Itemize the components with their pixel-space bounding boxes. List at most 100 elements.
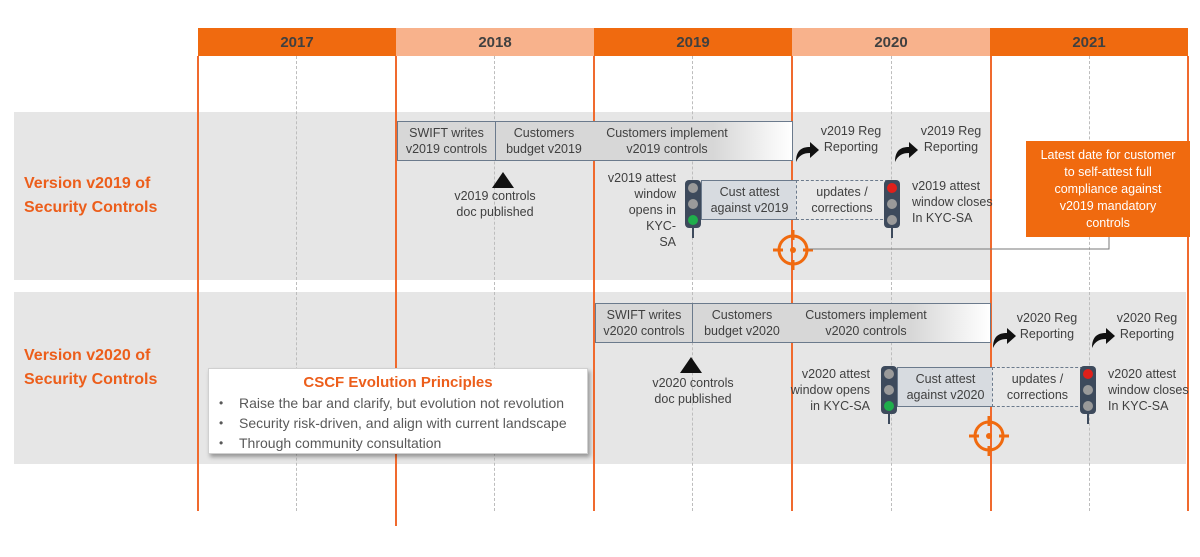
opens-text: v2020 attest xyxy=(801,367,870,381)
phase-bar-v2020: SWIFT writes v2020 controls Customers budg… xyxy=(595,303,991,343)
phase-customers-implement: Customers implement v2020 controls xyxy=(791,304,941,342)
year-2019: 2019 xyxy=(594,28,792,56)
cust-attest-cell: Cust attest against v2019 xyxy=(702,181,797,219)
year-2020: 2020 xyxy=(792,28,990,56)
year-divider xyxy=(593,56,595,511)
window-opens-label: v2019 attest window opens in KYC- SA xyxy=(596,170,676,250)
reg-reporting-label: v2019 Reg Reporting xyxy=(910,123,992,155)
principle-item: Through community consultation xyxy=(219,433,567,453)
reg-text: Reporting xyxy=(1119,327,1175,341)
phase-text: Customers implement xyxy=(606,126,728,140)
closes-text: v2020 attest xyxy=(1108,367,1177,381)
deadline-text: compliance against xyxy=(1054,181,1162,196)
phase-bar-v2019: SWIFT writes v2019 controls Customers budg… xyxy=(397,121,793,161)
phase-customers-budget: Customers budget v2019 xyxy=(496,122,592,160)
traffic-light-pole xyxy=(692,228,694,238)
principle-item: Security risk-driven, and align with cur… xyxy=(219,413,567,433)
year-divider xyxy=(197,56,199,511)
opens-text: SA xyxy=(659,235,676,249)
mid-year-line xyxy=(891,56,892,511)
window-closes-label: v2020 attest window closes In KYC-SA xyxy=(1108,366,1196,414)
year-divider xyxy=(990,56,992,511)
attest-window-v2019: Cust attest against v2019 updates / correc… xyxy=(701,180,888,220)
phase-customers-budget: Customers budget v2020 xyxy=(693,304,791,342)
updates-text: corrections xyxy=(811,201,873,215)
phase-text: v2020 controls xyxy=(825,324,907,338)
doc-published-label: v2019 controls doc published xyxy=(440,188,550,220)
phase-text: v2019 controls xyxy=(626,142,708,156)
reg-reporting-label: v2020 Reg Reporting xyxy=(1106,310,1188,342)
doc-published-triangle xyxy=(492,172,514,188)
attest-text: Cust attest xyxy=(915,372,976,386)
closes-text: In KYC-SA xyxy=(1108,399,1169,413)
reg-text: v2020 Reg xyxy=(1116,311,1178,325)
traffic-light-green-icon xyxy=(685,180,701,228)
mid-year-line xyxy=(1089,56,1090,511)
attest-text: against v2019 xyxy=(710,201,789,215)
doc-published-label: v2020 controls doc published xyxy=(638,375,748,407)
attest-window-v2020: Cust attest against v2020 updates / correc… xyxy=(897,367,1083,407)
principles-list: Raise the bar and clarify, but evolution… xyxy=(215,393,567,453)
reg-text: Reporting xyxy=(823,140,879,154)
phase-text: budget v2020 xyxy=(704,324,780,338)
mid-year-line xyxy=(692,56,693,511)
principles-box: CSCF Evolution Principles Raise the bar … xyxy=(208,368,588,454)
traffic-light-red-icon xyxy=(884,180,900,228)
year-label: 2017 xyxy=(280,33,314,51)
phase-text: SWIFT writes xyxy=(409,126,484,140)
reg-reporting-label: v2020 Reg Reporting xyxy=(1006,310,1088,342)
curved-arrow-icon xyxy=(993,328,1016,348)
reg-text: Reporting xyxy=(923,140,979,154)
year-2017: 2017 xyxy=(198,28,396,56)
closes-text: In KYC-SA xyxy=(912,211,973,225)
closes-text: v2019 attest xyxy=(912,179,981,193)
year-2018: 2018 xyxy=(396,28,594,56)
opens-text: window xyxy=(634,187,676,201)
doc-text: doc published xyxy=(456,205,534,219)
traffic-light-pole xyxy=(1087,414,1089,424)
mid-year-line xyxy=(494,56,495,511)
phase-text: Customers xyxy=(513,126,575,140)
year-divider xyxy=(791,56,793,511)
doc-published-triangle xyxy=(680,357,702,373)
deadline-text: v2019 mandatory xyxy=(1059,198,1157,213)
traffic-light-red-icon xyxy=(1080,366,1096,414)
curved-arrow-icon xyxy=(1092,328,1115,348)
year-2021: 2021 xyxy=(990,28,1188,56)
updates-text: updates / xyxy=(1011,372,1064,386)
target-crosshair-icon xyxy=(773,230,813,270)
row-label-line: Version v2019 of xyxy=(24,175,151,192)
updates-text: updates / xyxy=(816,185,868,199)
opens-text: in KYC-SA xyxy=(810,399,870,413)
doc-text: v2020 controls xyxy=(652,376,734,390)
year-label: 2018 xyxy=(478,33,512,51)
curved-arrow-icon xyxy=(796,142,819,162)
updates-cell: updates / corrections xyxy=(992,367,1083,407)
target-crosshair-icon xyxy=(969,416,1009,456)
updates-text: corrections xyxy=(1006,388,1069,402)
reg-reporting-label: v2019 Reg Reporting xyxy=(810,123,892,155)
updates-cell: updates / corrections xyxy=(796,180,888,220)
window-closes-label: v2019 attest window closes In KYC-SA xyxy=(912,178,1008,226)
cust-attest-cell: Cust attest against v2020 xyxy=(898,368,993,406)
phase-customers-implement: Customers implement v2019 controls xyxy=(592,122,742,160)
mid-year-line xyxy=(296,56,297,511)
row-label-v2019: Version v2019 of Security Controls xyxy=(24,172,157,220)
row-label-line: Security Controls xyxy=(24,199,158,216)
row-label-v2020: Version v2020 of Security Controls xyxy=(24,344,157,392)
traffic-light-green-icon xyxy=(881,366,897,414)
reg-text: v2020 Reg xyxy=(1016,311,1078,325)
row-label-line: Version v2020 of xyxy=(24,347,151,364)
phase-text: budget v2019 xyxy=(506,142,582,156)
opens-text: window opens xyxy=(790,383,870,397)
deadline-text: Latest date for customer xyxy=(1040,147,1176,162)
closes-text: window closes xyxy=(912,195,993,209)
phase-swift-writes: SWIFT writes v2020 controls xyxy=(596,304,693,342)
doc-text: doc published xyxy=(654,392,732,406)
principle-item: Raise the bar and clarify, but evolution… xyxy=(219,393,567,413)
year-divider xyxy=(395,56,397,526)
doc-text: v2019 controls xyxy=(454,189,536,203)
phase-text: Customers implement xyxy=(805,308,927,322)
deadline-text: to self-attest full xyxy=(1064,164,1152,179)
reg-text: v2019 Reg xyxy=(920,124,982,138)
